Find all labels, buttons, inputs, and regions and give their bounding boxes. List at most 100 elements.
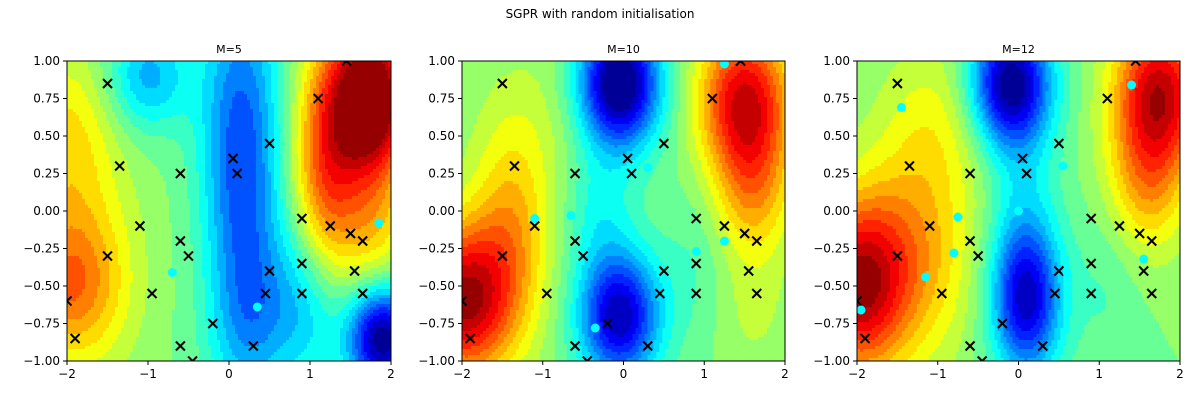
inducing-point-marker — [1062, 268, 1072, 277]
data-point-marker — [654, 288, 666, 299]
data-point-marker — [541, 288, 552, 299]
data-point-marker — [964, 235, 976, 247]
y-tick-label: −0.50 — [813, 279, 850, 293]
inducing-point-marker — [691, 247, 701, 256]
data-point-marker — [312, 93, 324, 104]
y-tick-label: 0.00 — [823, 204, 850, 218]
x-axis: −2 −1 0 1 2 — [58, 361, 395, 381]
data-point-marker — [175, 235, 186, 247]
data-point-marker — [972, 250, 984, 262]
y-tick-label: 1.00 — [33, 54, 60, 68]
data-point-marker — [569, 235, 581, 247]
inducing-point-marker — [566, 211, 576, 220]
data-point-marker — [904, 160, 915, 172]
data-point-marker — [690, 288, 702, 299]
data-point-marker — [67, 295, 73, 307]
data-point-marker — [1085, 213, 1097, 224]
panels: M=5 −2 −1 0 1 2 −1.00 −0.75 −0.50 −0.25 0.00 0.25 0.… — [23, 43, 1184, 381]
data-point-marker — [349, 265, 360, 277]
panel-title: M=5 — [216, 43, 242, 56]
data-point-marker — [497, 78, 508, 89]
data-point-marker — [751, 288, 762, 299]
data-point-marker — [976, 355, 988, 361]
data-point-marker — [296, 258, 308, 269]
data-point-marker — [529, 220, 540, 232]
data-point-marker — [248, 340, 259, 352]
data-point-marker — [296, 288, 308, 299]
data-point-marker — [1130, 61, 1141, 67]
y-tick-label: 0.25 — [428, 167, 455, 181]
x-axis: −2 −1 0 1 2 — [453, 361, 789, 381]
y-tick-label: 0.50 — [428, 129, 455, 143]
data-point-marker — [227, 153, 239, 164]
x-tick-label: −1 — [534, 367, 552, 381]
inducing-point-marker — [719, 236, 729, 246]
data-point-marker — [357, 288, 368, 299]
data-point-marker — [1021, 168, 1032, 179]
y-tick-label: −0.50 — [418, 279, 455, 293]
inducing-point-marker — [1014, 206, 1023, 216]
data-point-marker — [1085, 258, 1097, 269]
panel-2: M=10 −2 −1 0 1 2 −1.00 −0.75 −0.50 −0.25 0.00 0.25 0… — [418, 43, 789, 381]
inducing-point-marker — [167, 268, 177, 277]
x-tick-label: 1 — [306, 367, 314, 381]
data-point-marker — [892, 78, 903, 89]
data-point-marker — [857, 295, 863, 307]
x-tick-label: 0 — [225, 367, 233, 381]
data-point-marker — [296, 213, 308, 224]
contour-field — [857, 61, 1180, 361]
data-point-marker — [658, 265, 670, 277]
data-point-marker — [509, 160, 520, 172]
data-points — [857, 61, 1157, 361]
data-point-marker — [1102, 93, 1113, 104]
panel-title: M=12 — [1002, 43, 1035, 56]
y-tick-label: 0.25 — [33, 167, 60, 181]
data-point-marker — [622, 153, 633, 164]
data-point-marker — [341, 61, 352, 67]
data-point-marker — [462, 295, 468, 307]
data-point-marker — [264, 265, 275, 277]
x-tick-label: 1 — [700, 367, 708, 381]
y-tick-label: −0.25 — [418, 242, 455, 256]
data-point-marker — [1114, 220, 1125, 232]
data-point-marker — [707, 93, 718, 104]
data-point-marker — [207, 318, 219, 329]
inducing-point-marker — [857, 305, 866, 315]
data-point-marker — [1134, 228, 1145, 239]
data-point-marker — [964, 340, 976, 352]
data-point-marker — [719, 220, 730, 232]
x-tick-label: 0 — [620, 367, 628, 381]
y-tick-label: −0.75 — [813, 317, 850, 331]
contour-field — [462, 61, 785, 361]
data-point-marker — [187, 355, 198, 361]
data-point-marker — [658, 138, 670, 149]
data-point-marker — [146, 288, 158, 299]
y-axis: −1.00 −0.75 −0.50 −0.25 0.00 0.25 0.50 0.75 1.00 — [418, 54, 462, 368]
y-tick-label: −0.75 — [23, 317, 60, 331]
inducing-point-marker — [663, 283, 673, 292]
data-point-marker — [735, 61, 746, 67]
inducing-point-marker — [953, 212, 963, 222]
x-tick-label: 2 — [781, 367, 789, 381]
inducing-point-marker — [949, 248, 959, 258]
inducing-point-marker — [252, 302, 262, 312]
y-tick-label: 0.00 — [33, 204, 60, 218]
inducing-points — [167, 218, 384, 312]
inducing-point-marker — [530, 214, 540, 223]
data-point-marker — [1053, 138, 1065, 149]
data-point-marker — [936, 288, 947, 299]
data-point-marker — [1017, 153, 1028, 164]
data-point-marker — [1146, 288, 1157, 299]
y-tick-label: 0.75 — [823, 92, 850, 106]
panel-3: M=12 −2 −1 0 1 2 −1.00 −0.75 −0.50 −0.25 0.00 0.25 0… — [813, 43, 1184, 381]
x-tick-label: −2 — [453, 367, 471, 381]
data-point-marker — [345, 228, 356, 239]
y-tick-label: 0.75 — [428, 92, 455, 106]
y-tick-label: 0.75 — [33, 92, 60, 106]
data-point-marker — [464, 333, 476, 344]
data-point-marker — [626, 168, 637, 179]
inducing-point-marker — [921, 272, 931, 282]
data-point-marker — [325, 220, 336, 232]
x-tick-label: −1 — [929, 367, 947, 381]
data-point-marker — [114, 160, 125, 172]
